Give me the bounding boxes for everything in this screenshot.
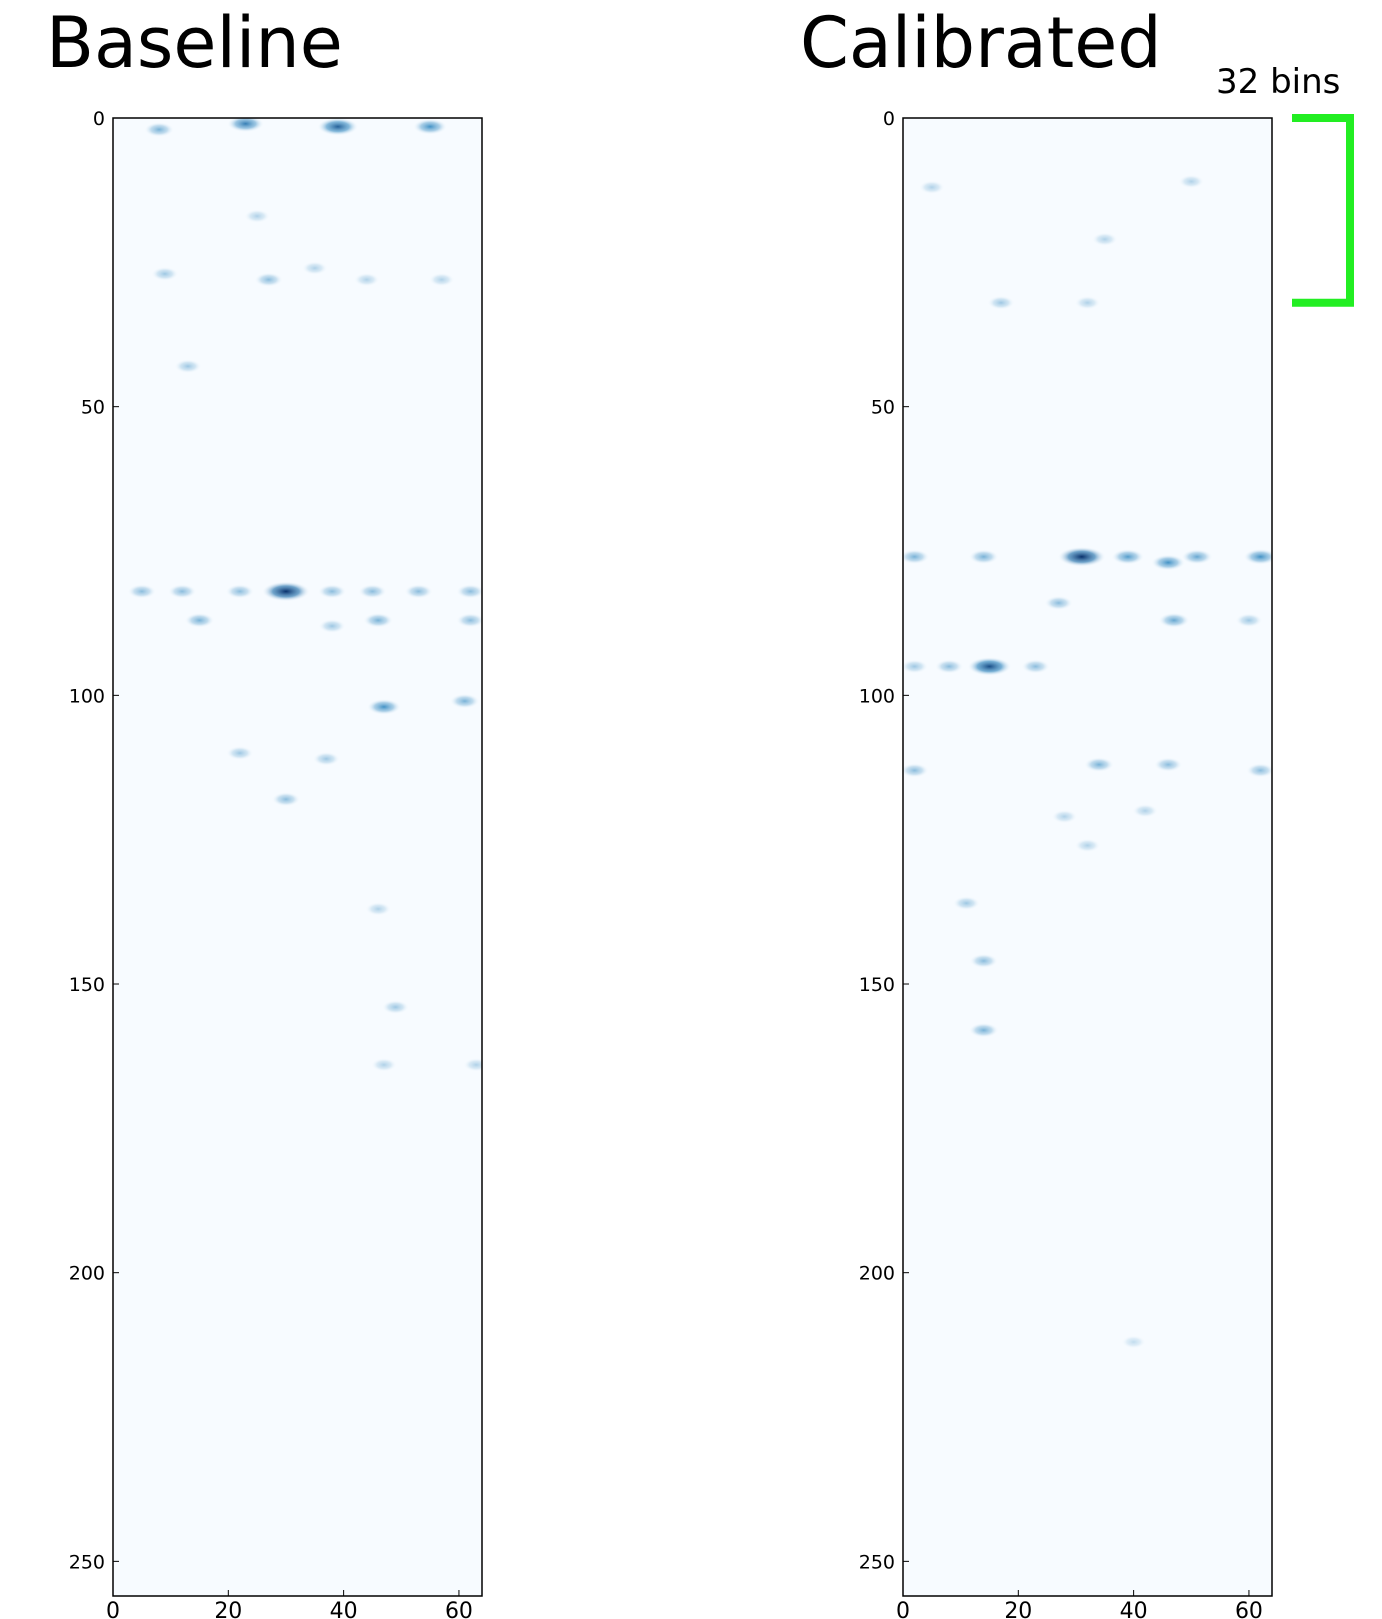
heatmap-hotspot	[903, 763, 929, 778]
bins-bracket	[1292, 114, 1354, 307]
x-tick-label: 0	[896, 1599, 910, 1619]
heatmap-background	[903, 118, 1272, 1596]
heatmap-hotspot	[1057, 546, 1106, 567]
heatmap-hotspot	[1132, 804, 1158, 818]
heatmap-hotspot	[952, 896, 980, 911]
heatmap-hotspot	[1091, 232, 1118, 247]
heatmap-hotspot	[366, 698, 401, 715]
heatmap-hotspot	[261, 581, 310, 602]
heatmap-hotspot	[456, 584, 482, 599]
y-tick-label: 250	[69, 1551, 105, 1573]
plot-frame	[112, 117, 483, 1597]
heatmap-hotspot	[227, 118, 265, 133]
heatmap-hotspot	[413, 118, 448, 135]
x-tick-label: 20	[214, 1599, 242, 1619]
calibrated-heatmap-panel: 0 50 100 150 200 250 0 20 40 60	[859, 108, 1273, 1619]
heatmap-hotspot	[301, 261, 328, 275]
y-tick-label: 100	[859, 685, 895, 707]
x-tick-label: 20	[1004, 1599, 1032, 1619]
heatmap-hotspot	[1158, 612, 1190, 628]
heatmap-hotspot	[271, 792, 301, 807]
heatmap-cells	[903, 174, 1272, 1349]
heatmap-hotspot	[903, 659, 929, 674]
heatmap-hotspot	[968, 1022, 999, 1038]
heatmap-hotspot	[365, 902, 392, 916]
y-tick-label: 200	[859, 1263, 895, 1285]
heatmap-hotspot	[934, 659, 964, 674]
y-tick-label: 250	[859, 1551, 895, 1573]
y-tick-label: 0	[883, 108, 895, 130]
heatmap-hotspot	[1243, 548, 1272, 565]
baseline-title: Baseline	[46, 2, 343, 84]
heatmap-hotspot	[1044, 595, 1073, 611]
heatmap-hotspot	[353, 272, 380, 287]
heatmap-hotspot	[1154, 757, 1183, 772]
heatmap-hotspot	[174, 359, 202, 374]
heatmap-hotspot	[144, 122, 175, 137]
heatmap-hotspot	[382, 1000, 410, 1015]
heatmap-hotspot	[1151, 554, 1186, 571]
heatmap-hotspot	[226, 746, 254, 761]
y-tick-label: 200	[69, 1263, 105, 1285]
heatmap-hotspot	[456, 613, 482, 628]
bins-bracket-line	[1292, 114, 1354, 307]
heatmap-hotspot	[967, 657, 1012, 676]
heatmap-hotspot	[127, 584, 157, 599]
heatmap-hotspot	[1074, 295, 1101, 310]
heatmap-hotspot	[449, 693, 480, 709]
heatmap-hotspot	[1111, 548, 1145, 565]
heatmap-hotspot	[254, 272, 283, 287]
heatmap-hotspot	[1235, 613, 1263, 628]
x-tick-label: 40	[330, 1599, 358, 1619]
heatmap-hotspot	[1178, 174, 1205, 189]
x-tick-label: 60	[445, 1599, 473, 1619]
heatmap-hotspot	[903, 549, 930, 565]
heatmap-hotspot	[987, 295, 1015, 310]
heatmap-hotspot	[151, 266, 179, 281]
heatmap-hotspot	[1021, 659, 1050, 674]
x-tick-label: 40	[1120, 1599, 1148, 1619]
heatmap-hotspot	[317, 584, 347, 599]
heatmap-hotspot	[428, 272, 455, 287]
heatmap-hotspot	[404, 584, 433, 599]
heatmap-hotspot	[167, 584, 197, 599]
heatmap-hotspot	[1074, 838, 1101, 853]
baseline-heatmap-panel: 0 50 100 150 200 250 0 20 40 60	[69, 108, 483, 1619]
y-tick-label: 100	[69, 685, 105, 707]
heatmap-hotspot	[1121, 1335, 1146, 1349]
heatmap-hotspot	[969, 953, 998, 969]
x-tick-label: 0	[106, 1599, 120, 1619]
heatmap-hotspot	[318, 619, 346, 634]
heatmap-hotspot	[225, 584, 255, 599]
heatmap-hotspot	[1181, 549, 1213, 565]
y-tick-label: 150	[69, 974, 105, 996]
heatmap-hotspot	[358, 584, 387, 599]
plot-frame	[902, 117, 1273, 1597]
heatmap-hotspot	[1084, 757, 1114, 773]
bracket-label: 32 bins	[1216, 62, 1341, 102]
y-tick-label: 50	[871, 397, 895, 419]
heatmap-hotspot	[463, 1058, 482, 1072]
calibrated-title: Calibrated	[800, 2, 1162, 84]
heatmap-hotspot	[1246, 763, 1272, 778]
heatmap-hotspot	[1051, 809, 1078, 824]
heatmap-hotspot	[244, 209, 270, 223]
heatmap-hotspot	[363, 612, 394, 628]
y-tick-label: 0	[93, 108, 105, 130]
heatmap-hotspot	[919, 180, 945, 195]
y-tick-label: 50	[81, 397, 105, 419]
heatmap-hotspot	[312, 751, 340, 766]
heatmap-hotspot	[317, 118, 359, 136]
heatmap-hotspot	[968, 549, 999, 565]
heatmap-cells	[127, 118, 482, 1072]
x-tick-label: 60	[1235, 1599, 1263, 1619]
heatmap-hotspot	[371, 1058, 397, 1072]
y-tick-label: 150	[859, 974, 895, 996]
heatmap-hotspot	[184, 612, 215, 628]
heatmap-background	[113, 118, 482, 1596]
